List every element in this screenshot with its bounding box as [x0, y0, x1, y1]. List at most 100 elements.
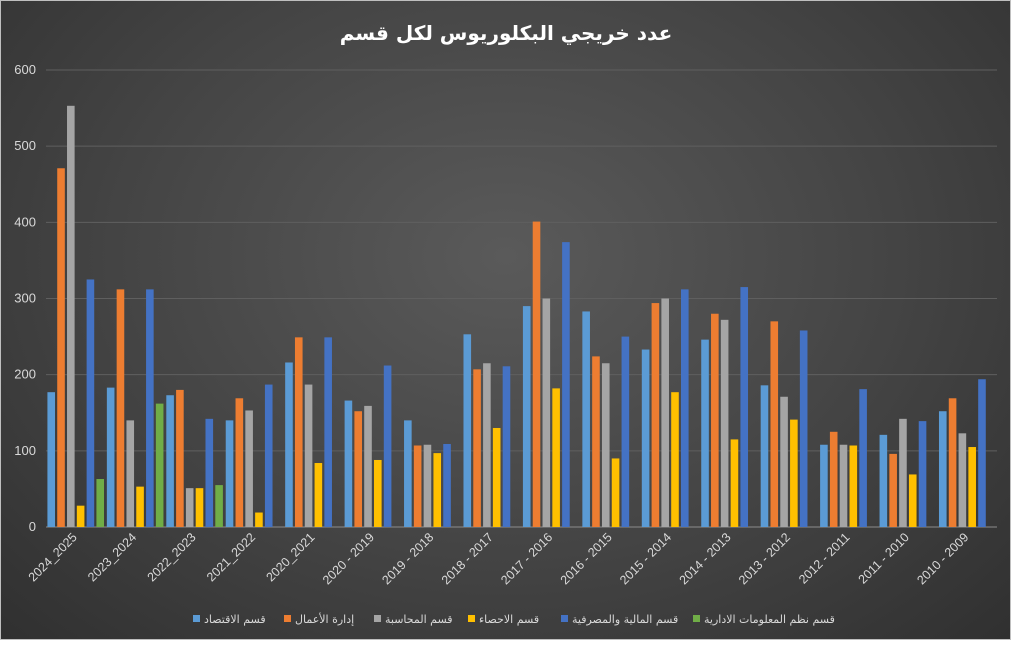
bar	[314, 463, 323, 527]
legend-entry: قسم الاحصاء	[479, 613, 539, 626]
bar	[879, 434, 888, 527]
bar	[680, 289, 689, 527]
bar	[780, 396, 788, 527]
bar	[185, 488, 194, 527]
bar	[215, 485, 223, 527]
bar	[799, 330, 808, 527]
bar	[661, 298, 669, 527]
legend-entry: قسم الاقتصاد	[204, 613, 266, 626]
bar	[849, 445, 858, 527]
legend-swatch	[561, 615, 568, 622]
bar	[938, 411, 947, 527]
bar	[285, 362, 293, 527]
bar	[701, 339, 709, 527]
bar	[423, 444, 432, 527]
bar	[790, 419, 798, 527]
legend-entry: قسم نظم المعلومات الادارية	[704, 613, 835, 626]
bar	[770, 321, 779, 527]
bar	[829, 431, 838, 527]
bar	[304, 384, 313, 527]
bar	[443, 443, 451, 527]
y-tick-label: 100	[14, 443, 36, 458]
bar	[968, 447, 976, 527]
bar	[205, 418, 214, 527]
bar	[383, 365, 392, 527]
x-axis-labels: 2024_2025 2023_2024 2022_2023 2021_2022 2020…	[26, 530, 972, 587]
y-tick-label: 0	[29, 519, 36, 534]
bar	[592, 356, 600, 527]
bar	[245, 410, 253, 527]
bar	[889, 453, 897, 527]
legend-swatch	[693, 615, 700, 622]
bar	[918, 421, 927, 527]
bar	[324, 337, 332, 527]
bar	[57, 168, 65, 527]
bar	[235, 398, 244, 527]
bar	[582, 311, 590, 527]
y-tick-label: 400	[14, 214, 36, 229]
x-tick-label: 2016 - 2015	[558, 530, 615, 587]
bar	[948, 398, 957, 527]
legend-swatch	[284, 615, 291, 622]
x-tick-label: 2020 - 2019	[320, 530, 377, 587]
x-tick-label: 2020_2021	[263, 530, 317, 584]
bar	[641, 349, 650, 527]
bar	[542, 298, 551, 527]
bar	[552, 388, 560, 527]
legend-swatch	[374, 615, 381, 622]
x-tick-label: 2011 - 2010	[856, 530, 912, 586]
y-tick-label: 600	[14, 62, 36, 77]
bar	[176, 389, 184, 527]
bars	[47, 105, 986, 528]
x-tick-label: 2019 - 2018	[379, 530, 436, 587]
gridlines	[46, 69, 997, 528]
x-tick-label: 2017 - 2016	[498, 530, 555, 587]
y-tick-label: 200	[14, 367, 36, 382]
bar	[859, 389, 867, 527]
bar	[611, 458, 620, 527]
bar	[155, 403, 164, 527]
bar	[225, 420, 234, 527]
legend-entry: إدارة الأعمال	[295, 612, 354, 626]
bar	[502, 366, 511, 527]
chart-title: عدد خريجي البكلوريوس لكل قسم	[340, 21, 673, 46]
bar	[601, 363, 610, 527]
y-tick-label: 300	[14, 291, 36, 306]
bar	[86, 279, 95, 527]
x-tick-label: 2013 - 2012	[736, 530, 793, 587]
bar	[492, 427, 501, 527]
bar	[255, 512, 263, 527]
x-tick-label: 2010 - 2009	[914, 530, 971, 587]
bar	[463, 334, 472, 527]
bar	[294, 337, 303, 527]
bar	[374, 459, 382, 527]
bar	[404, 420, 412, 527]
bar	[116, 289, 125, 527]
bar	[671, 392, 679, 527]
x-tick-label: 2022_2023	[145, 530, 199, 584]
bar	[364, 405, 372, 527]
bar	[354, 411, 363, 527]
legend-entry: قسم المحاسبة	[385, 613, 453, 626]
x-tick-label: 2023_2024	[85, 530, 139, 584]
bar	[433, 453, 442, 527]
legend: قسم الاقتصاد إدارة الأعمال قسم المحاسبة قسم…	[193, 612, 835, 626]
bar	[136, 486, 144, 527]
bar	[820, 444, 828, 527]
bar	[899, 418, 907, 527]
bar	[651, 303, 660, 527]
bar	[106, 387, 115, 527]
bar	[562, 242, 570, 528]
bar	[621, 336, 630, 527]
bar	[76, 505, 85, 527]
bar	[730, 439, 739, 527]
bar	[413, 445, 422, 527]
bar	[344, 400, 353, 527]
bar	[483, 363, 491, 527]
bar	[711, 313, 719, 527]
bar	[532, 221, 541, 528]
bar	[67, 105, 75, 527]
x-tick-label: 2015 - 2014	[617, 530, 674, 587]
